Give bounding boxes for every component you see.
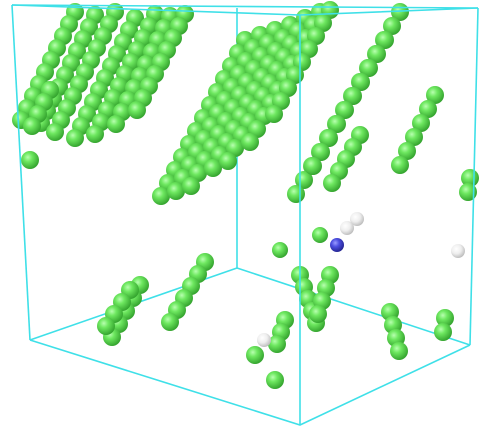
atom	[368, 45, 386, 63]
atom	[434, 323, 452, 341]
box-front-edges	[11, 4, 479, 426]
atom	[152, 187, 170, 205]
atom	[287, 185, 305, 203]
atom	[352, 73, 370, 91]
atom	[336, 101, 354, 119]
box-edge	[11, 4, 31, 341]
atom	[86, 125, 104, 143]
atom	[309, 305, 327, 323]
atom	[383, 17, 401, 35]
atom	[328, 115, 346, 133]
atom	[23, 117, 41, 135]
atom	[320, 129, 338, 147]
atom	[398, 142, 416, 160]
atom	[390, 342, 408, 360]
atom	[182, 177, 200, 195]
atom	[376, 31, 394, 49]
box-edge	[236, 267, 471, 346]
atom	[161, 313, 179, 331]
atom	[426, 86, 444, 104]
atom	[391, 156, 409, 174]
atom	[268, 335, 286, 353]
atom	[272, 242, 288, 258]
atom	[97, 317, 115, 335]
atom	[219, 152, 237, 170]
atoms	[12, 1, 479, 389]
atom	[344, 87, 362, 105]
atom	[360, 59, 378, 77]
atom	[312, 227, 328, 243]
atom	[107, 115, 125, 133]
atom	[21, 151, 39, 169]
atom	[459, 183, 477, 201]
atom	[350, 212, 364, 226]
atom	[265, 105, 283, 123]
atom	[66, 129, 84, 147]
atom	[340, 221, 354, 235]
atom	[46, 123, 64, 141]
atom	[257, 333, 271, 347]
atom	[412, 114, 430, 132]
atom	[419, 100, 437, 118]
atom	[304, 157, 322, 175]
atom	[246, 346, 264, 364]
atom	[323, 174, 341, 192]
box-edge	[469, 7, 479, 346]
box-edge	[29, 339, 471, 426]
atom	[167, 182, 185, 200]
atom	[204, 159, 222, 177]
atom	[451, 244, 465, 258]
box-edge	[11, 4, 479, 9]
atom	[436, 309, 454, 327]
atom	[405, 128, 423, 146]
atom	[241, 133, 259, 151]
atom	[312, 143, 330, 161]
atom	[128, 101, 146, 119]
atom	[330, 238, 344, 252]
atom	[266, 371, 284, 389]
